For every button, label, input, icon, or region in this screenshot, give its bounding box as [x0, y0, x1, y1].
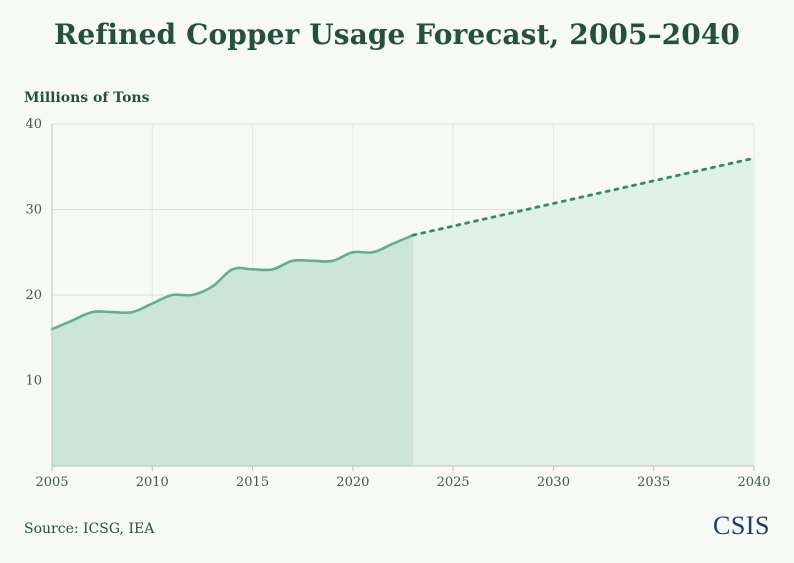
historical-point — [392, 243, 394, 245]
historical-point — [372, 251, 374, 253]
x-tick-label: 2040 — [737, 475, 770, 490]
y-tick-label: 20 — [25, 288, 42, 303]
area-fills — [52, 158, 754, 466]
forecast-area — [413, 158, 754, 466]
historical-point — [231, 268, 233, 270]
x-tick-label: 2020 — [336, 475, 369, 490]
historical-line — [50, 233, 415, 331]
x-tick-label: 2025 — [437, 475, 470, 490]
historical-area — [52, 235, 414, 466]
x-tick-label: 2015 — [236, 475, 269, 490]
csis-logo: CSIS — [713, 511, 770, 540]
series-lines — [50, 156, 756, 331]
source-note: Source: ICSG, IEA — [24, 521, 155, 537]
forecast-point — [753, 157, 755, 159]
historical-point — [131, 311, 133, 313]
historical-point — [111, 311, 113, 313]
forecast-line — [411, 156, 756, 237]
x-tick-label: 2030 — [537, 475, 570, 490]
y-tick-label: 10 — [25, 374, 42, 389]
historical-point — [312, 260, 314, 262]
forecast-point — [412, 234, 414, 236]
y-tick-label: 40 — [25, 117, 42, 132]
historical-point — [191, 294, 193, 296]
x-tick-label: 2005 — [35, 475, 68, 490]
historical-point — [151, 302, 153, 304]
historical-point — [251, 268, 253, 270]
historical-point — [71, 319, 73, 321]
historical-point — [352, 251, 354, 253]
historical-point — [291, 260, 293, 262]
historical-point — [271, 268, 273, 270]
chart-title: Refined Copper Usage Forecast, 2005–2040 — [54, 18, 740, 51]
y-tick-label: 30 — [25, 203, 42, 218]
historical-point — [171, 294, 173, 296]
historical-point — [332, 260, 334, 262]
x-tick-label: 2010 — [136, 475, 169, 490]
historical-point — [91, 311, 93, 313]
y-axis-label: Millions of Tons — [24, 90, 150, 106]
x-tick-label: 2035 — [637, 475, 670, 490]
historical-point — [211, 285, 213, 287]
